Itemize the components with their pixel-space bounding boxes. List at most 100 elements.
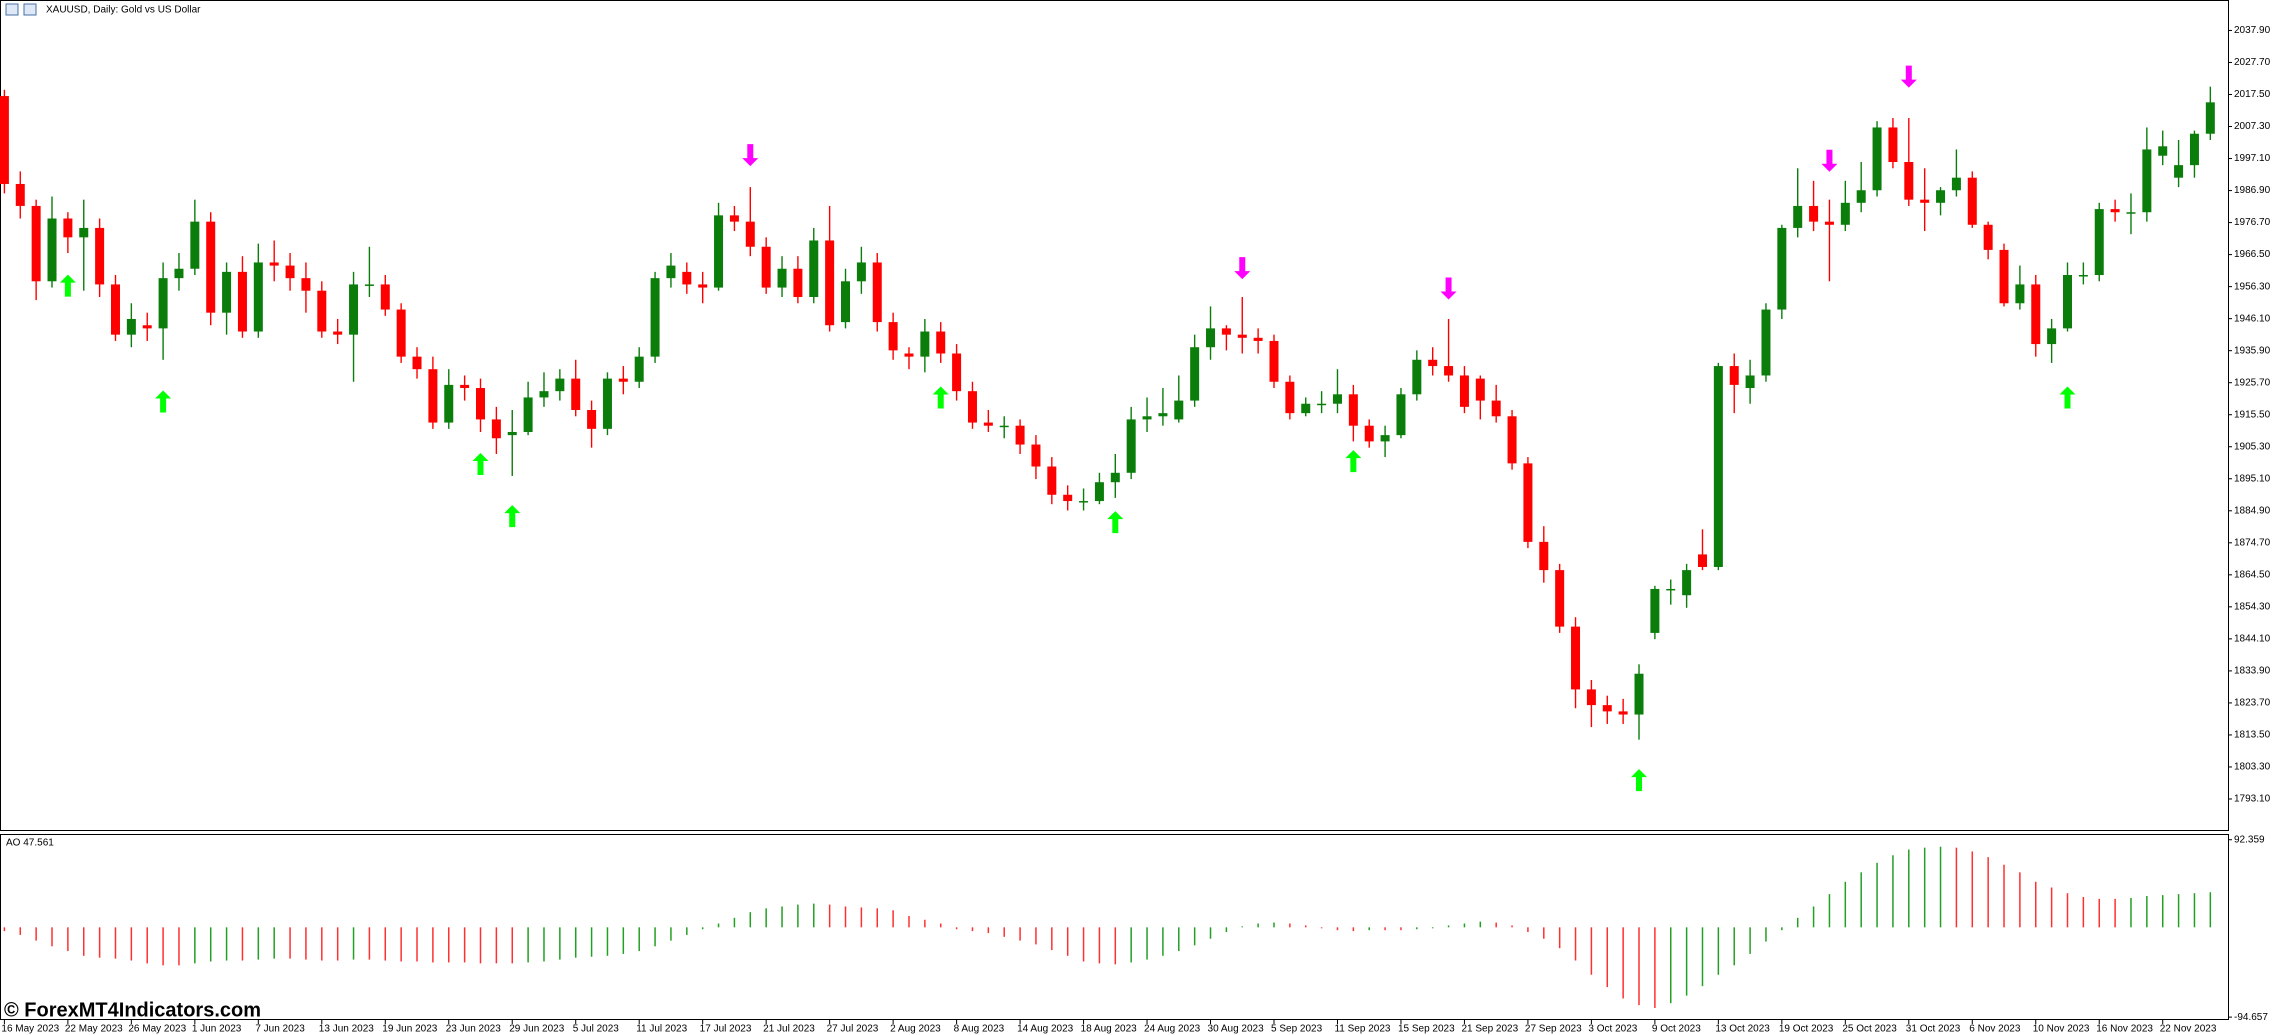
y-tick-label: 1793.10: [2234, 794, 2271, 805]
icon: [5, 3, 19, 16]
candle-body: [1729, 366, 1739, 385]
candle-body: [396, 309, 406, 357]
x-tick-label: 19 Oct 2023: [1779, 1024, 1834, 1035]
candle-body: [110, 284, 120, 335]
candle-body: [2094, 209, 2104, 276]
candle-body: [1221, 328, 1231, 335]
candle-body: [47, 218, 57, 282]
y-tick-label: 1874.70: [2234, 537, 2271, 548]
candle-body: [1936, 190, 1946, 203]
x-tick-label: 16 Nov 2023: [2096, 1024, 2153, 1035]
candle-body: [714, 215, 724, 288]
candle-body: [1396, 394, 1406, 436]
y-tick-label: 1854.30: [2234, 601, 2271, 612]
y-tick-label: 2037.90: [2234, 25, 2271, 36]
buy-arrow: [1345, 450, 1362, 473]
candle-body: [1904, 161, 1914, 200]
candle-body: [2174, 165, 2184, 178]
x-tick-label: 27 Jul 2023: [827, 1024, 879, 1035]
candle-body: [222, 271, 232, 313]
x-tick-label: 10 Nov 2023: [2033, 1024, 2090, 1035]
candle-body: [1126, 419, 1136, 473]
candle-body: [1840, 202, 1850, 225]
candle-body: [507, 431, 517, 436]
sell-arrow: [1234, 257, 1251, 280]
candle-body: [1618, 711, 1628, 715]
x-tick-label: 13 Jun 2023: [319, 1024, 374, 1035]
buy-arrow: [504, 505, 521, 528]
candle-body: [491, 419, 501, 439]
candle-body: [634, 356, 644, 382]
candle-body: [1174, 400, 1184, 420]
candle-body: [1634, 673, 1644, 715]
x-tick-label: 25 Oct 2023: [1842, 1024, 1897, 1035]
candle-body: [967, 391, 977, 423]
candle-body: [1602, 705, 1612, 712]
candle-body: [174, 268, 184, 279]
x-tick-label: 15 Sep 2023: [1398, 1024, 1455, 1035]
candle-body: [1253, 337, 1263, 341]
candle-body: [1872, 127, 1882, 191]
candle-body: [1824, 221, 1834, 225]
candle-body: [190, 221, 200, 269]
y-tick-label: 2027.70: [2234, 57, 2271, 68]
x-tick-label: 7 Jun 2023: [255, 1024, 305, 1035]
candle-body: [1475, 378, 1485, 401]
candle-body: [539, 391, 549, 398]
y-tick-label: 1803.30: [2234, 762, 2271, 773]
x-tick-label: 29 Jun 2023: [509, 1024, 564, 1035]
candle-body: [1031, 444, 1041, 467]
candle-body: [79, 227, 89, 238]
buy-arrow: [59, 274, 76, 297]
candle-body: [1523, 463, 1533, 542]
candle-body: [2078, 275, 2088, 277]
candle-body: [1285, 381, 1295, 414]
x-tick-label: 5 Sep 2023: [1271, 1024, 1323, 1035]
candle-body: [1586, 689, 1596, 706]
candle-body: [1856, 190, 1866, 203]
candle-body: [745, 221, 755, 247]
y-tick-label: 1935.90: [2234, 345, 2271, 356]
candle-body: [364, 284, 374, 286]
x-tick-label: 19 Jun 2023: [382, 1024, 437, 1035]
y-tick-label: 1966.50: [2234, 249, 2271, 260]
candle-body: [1888, 127, 1898, 162]
candle-body: [1793, 205, 1803, 228]
candle-body: [650, 278, 660, 357]
candle-body: [317, 290, 327, 332]
y-tick-label: 1844.10: [2234, 634, 2271, 645]
candle-body: [1142, 416, 1152, 420]
sell-arrow: [742, 144, 759, 167]
x-tick-label: 13 Oct 2023: [1715, 1024, 1770, 1035]
candle-body: [333, 331, 343, 335]
x-tick-label: 23 Jun 2023: [446, 1024, 501, 1035]
candle-body: [1697, 554, 1707, 567]
candle-body: [1682, 570, 1692, 596]
x-tick-label: 21 Jul 2023: [763, 1024, 815, 1035]
y-tick-label: 1997.10: [2234, 153, 2271, 164]
y-tick-label: 2007.30: [2234, 121, 2271, 132]
candle-body: [444, 384, 454, 423]
y-tick-label: 1823.70: [2234, 698, 2271, 709]
ao-panel-frame: [0, 834, 2229, 1020]
candle-body: [602, 378, 612, 429]
y-tick-label: 1864.50: [2234, 569, 2271, 580]
y-tick-label: 1895.10: [2234, 473, 2271, 484]
candle-body: [2126, 212, 2136, 214]
candle-body: [1412, 359, 1422, 395]
candle-body: [2063, 275, 2072, 329]
candle-body: [1777, 227, 1787, 310]
candle-body: [523, 397, 533, 432]
candle-body: [1650, 588, 1660, 633]
x-tick-label: 26 May 2023: [128, 1024, 186, 1035]
y-tick-label: 1946.10: [2234, 313, 2271, 324]
candle-body: [920, 331, 930, 357]
candle-body: [1063, 494, 1073, 502]
x-tick-label: 1 Jun 2023: [192, 1024, 242, 1035]
candle-body: [1380, 435, 1390, 442]
x-tick-label: 3 Oct 2023: [1588, 1024, 1637, 1035]
candle-body: [476, 388, 485, 420]
candle-body: [983, 422, 993, 426]
candle-body: [587, 410, 597, 429]
x-tick-label: 17 Jul 2023: [700, 1024, 752, 1035]
